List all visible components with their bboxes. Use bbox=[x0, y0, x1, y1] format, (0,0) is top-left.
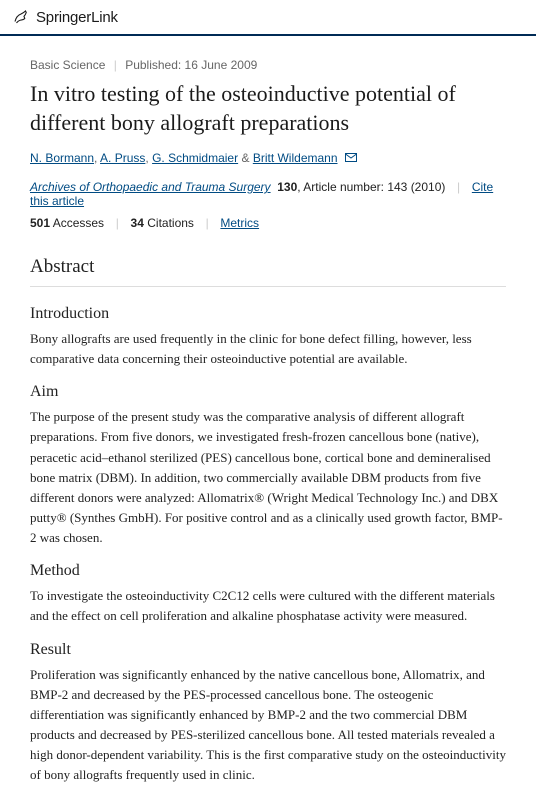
section-heading-result: Result bbox=[30, 641, 506, 659]
top-bar: SpringerLink bbox=[0, 0, 536, 36]
divider: | bbox=[114, 58, 117, 72]
volume: 130 bbox=[277, 180, 297, 194]
article-number-label: , Article number: bbox=[297, 180, 384, 194]
published-date: Published: 16 June 2009 bbox=[125, 58, 257, 72]
abstract-heading: Abstract bbox=[30, 256, 506, 278]
section-heading-method: Method bbox=[30, 562, 506, 580]
author-link[interactable]: A. Pruss bbox=[100, 151, 145, 165]
author-link[interactable]: Britt Wildemann bbox=[253, 151, 338, 165]
metrics-link[interactable]: Metrics bbox=[220, 216, 259, 230]
article-content: Basic Science | Published: 16 June 2009 … bbox=[0, 36, 536, 805]
section-text: Bony allografts are used frequently in t… bbox=[30, 329, 506, 369]
section-text: Proliferation was significantly enhanced… bbox=[30, 665, 506, 786]
citations-label: Citations bbox=[147, 216, 194, 230]
journal-link[interactable]: Archives of Orthopaedic and Trauma Surge… bbox=[30, 180, 271, 194]
article-meta: Basic Science | Published: 16 June 2009 bbox=[30, 58, 506, 72]
accesses-label: Accesses bbox=[53, 216, 104, 230]
article-number: 143 bbox=[387, 180, 407, 194]
mail-icon[interactable] bbox=[345, 152, 357, 166]
journal-info: Archives of Orthopaedic and Trauma Surge… bbox=[30, 180, 506, 208]
category-label: Basic Science bbox=[30, 58, 105, 72]
springer-horse-icon bbox=[12, 8, 30, 26]
article-title: In vitro testing of the osteoinductive p… bbox=[30, 80, 506, 137]
brand-name: SpringerLink bbox=[36, 9, 118, 26]
year: (2010) bbox=[411, 180, 446, 194]
author-link[interactable]: G. Schmidmaier bbox=[152, 151, 238, 165]
section-heading-aim: Aim bbox=[30, 383, 506, 401]
author-link[interactable]: N. Bormann bbox=[30, 151, 94, 165]
section-text: To investigate the osteoinductivity C2C1… bbox=[30, 586, 506, 626]
brand-logo-link[interactable]: SpringerLink bbox=[12, 8, 118, 26]
authors-list: N. Bormann, A. Pruss, G. Schmidmaier & B… bbox=[30, 151, 506, 166]
citations-count: 34 bbox=[131, 216, 144, 230]
article-stats: 501 Accesses | 34 Citations | Metrics bbox=[30, 216, 506, 230]
section-text: The purpose of the present study was the… bbox=[30, 407, 506, 548]
section-heading-introduction: Introduction bbox=[30, 305, 506, 323]
divider bbox=[30, 286, 506, 287]
accesses-count: 501 bbox=[30, 216, 50, 230]
